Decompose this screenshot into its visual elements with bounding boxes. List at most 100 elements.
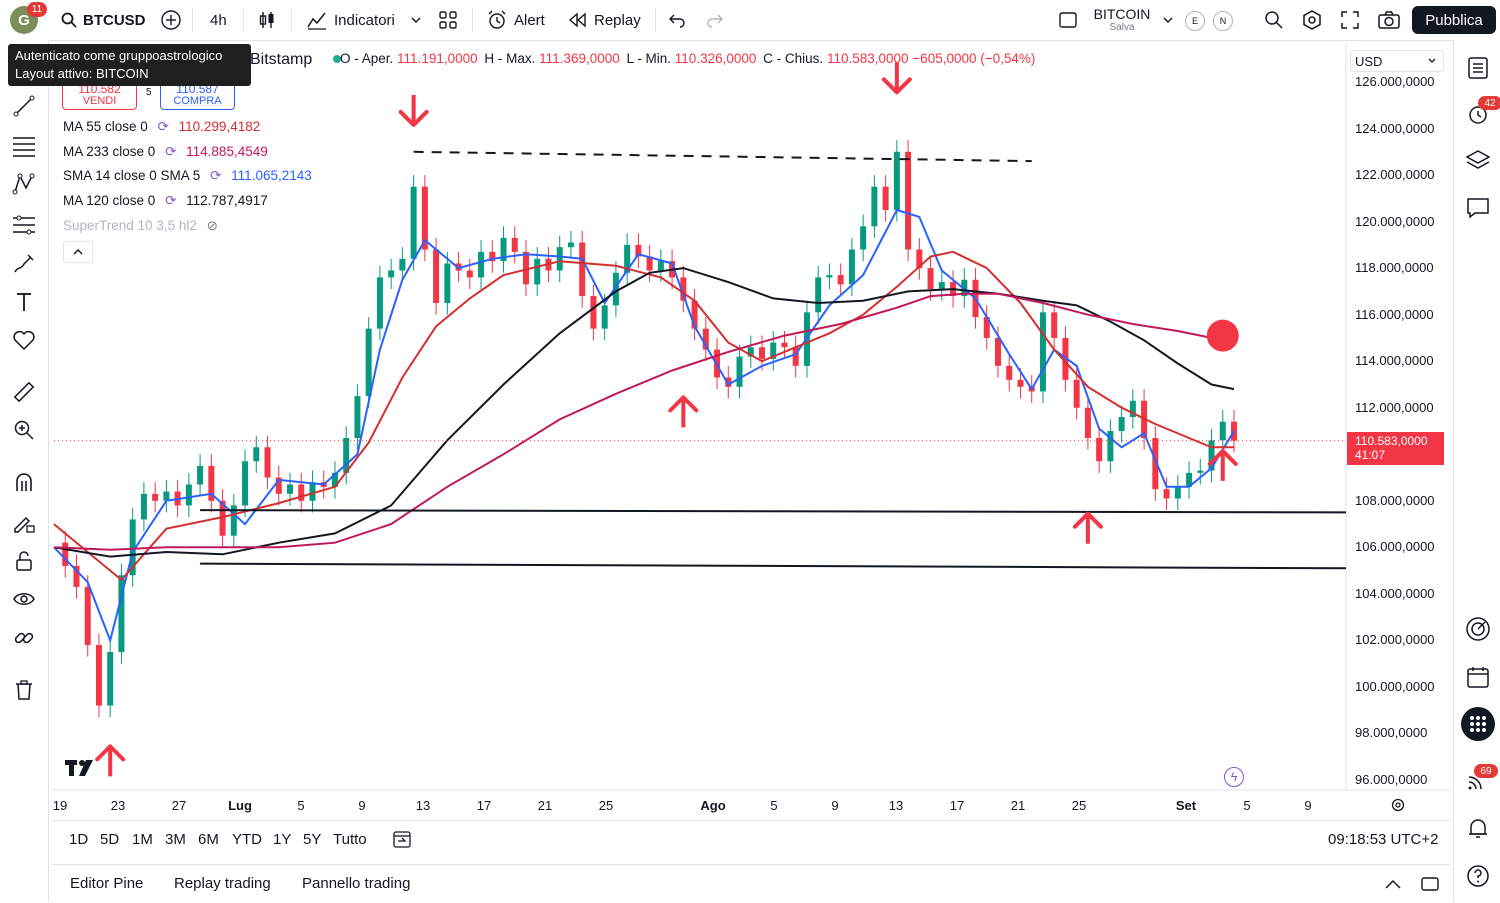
fullscreen-button[interactable] bbox=[1340, 0, 1360, 40]
favorites-tool[interactable] bbox=[10, 326, 38, 354]
candle-body bbox=[1186, 472, 1193, 487]
link-tool[interactable] bbox=[10, 624, 38, 652]
close-label: C - Chius. bbox=[763, 51, 824, 66]
zoom-tool[interactable] bbox=[10, 416, 38, 444]
indicator-row-supertrend[interactable]: SuperTrend 10 3,5 hl2 ⊘ bbox=[63, 218, 218, 234]
indicator-row-sma14[interactable]: SMA 14 close 0 SMA 5 ⟳ 111.065,2143 bbox=[63, 168, 312, 184]
indicator-row-ma55[interactable]: MA 55 close 0 ⟳ 110.299,4182 bbox=[63, 119, 260, 135]
publish-button[interactable]: Pubblica bbox=[1412, 6, 1496, 34]
indicators-button[interactable]: Indicatori bbox=[306, 0, 395, 40]
range-6m[interactable]: 6M bbox=[198, 831, 219, 848]
currency-select[interactable]: USD bbox=[1350, 50, 1444, 72]
legend-collapse-button[interactable] bbox=[63, 241, 93, 263]
candle-body bbox=[747, 347, 754, 357]
range-all[interactable]: Tutto bbox=[333, 831, 367, 848]
fib-tool[interactable] bbox=[10, 132, 38, 160]
redo-button[interactable] bbox=[706, 0, 724, 40]
settings-button[interactable] bbox=[1301, 0, 1323, 40]
symbol-search[interactable]: BTCUSD bbox=[60, 0, 146, 40]
sell-button[interactable]: 110.582 VENDI bbox=[62, 82, 137, 110]
forecast-tool[interactable] bbox=[10, 210, 38, 238]
candle-body bbox=[983, 316, 990, 338]
chat-button[interactable] bbox=[1464, 194, 1492, 222]
alert-button[interactable]: Alert bbox=[486, 0, 545, 40]
magnet-icon bbox=[16, 473, 32, 491]
text-tool[interactable] bbox=[10, 288, 38, 316]
range-1d[interactable]: 1D bbox=[69, 831, 89, 848]
interval-button[interactable]: 4h bbox=[210, 11, 227, 29]
tab-replay-trading[interactable]: Replay trading bbox=[174, 875, 271, 892]
tab-pine-editor[interactable]: Editor Pine bbox=[70, 875, 144, 892]
eye-hidden-icon[interactable]: ⊘ bbox=[206, 218, 218, 233]
help-button[interactable] bbox=[1464, 862, 1492, 890]
circle-e-button[interactable]: E bbox=[1185, 11, 1205, 31]
candle-body bbox=[579, 242, 586, 297]
indicator-row-ma120[interactable]: MA 120 close 0 ⟳ 112.787,4917 bbox=[63, 193, 268, 209]
tab-trading-panel[interactable]: Pannello trading bbox=[302, 875, 411, 892]
indicator-row-ma233[interactable]: MA 233 close 0 ⟳ 114.885,4549 bbox=[63, 144, 268, 160]
account-tooltip: Autenticato come gruppoastrologico Layou… bbox=[8, 44, 251, 86]
apps-button[interactable] bbox=[1461, 707, 1495, 741]
layout-name-button[interactable]: BITCOIN Salva bbox=[1090, 6, 1154, 33]
alerts-badge: 42 bbox=[1478, 96, 1500, 110]
replay-button[interactable]: Replay bbox=[568, 0, 641, 40]
candle-body bbox=[410, 186, 417, 259]
draw-mode-tool[interactable] bbox=[10, 508, 38, 536]
undo-button[interactable] bbox=[668, 0, 686, 40]
forecast-icon bbox=[13, 215, 35, 235]
layout-checkbox[interactable] bbox=[1058, 0, 1078, 40]
pattern-tool[interactable] bbox=[10, 170, 38, 198]
candle-body bbox=[882, 186, 889, 210]
snapshot-button[interactable] bbox=[1377, 0, 1401, 40]
maximize-panel-button[interactable] bbox=[1420, 875, 1440, 898]
delete-tool[interactable] bbox=[10, 676, 38, 704]
candle-body bbox=[736, 356, 743, 387]
axis-settings-button[interactable] bbox=[1390, 797, 1406, 818]
buy-button[interactable]: 110.587 COMPRA bbox=[160, 82, 235, 110]
range-1y[interactable]: 1Y bbox=[273, 831, 292, 848]
range-5d[interactable]: 5D bbox=[100, 831, 120, 848]
quick-search-button[interactable] bbox=[1263, 0, 1285, 40]
alerts-button[interactable] bbox=[1464, 100, 1492, 128]
arrow-up-marker bbox=[1207, 448, 1238, 481]
layout-dropdown[interactable] bbox=[1162, 0, 1174, 40]
watchlist-button[interactable] bbox=[1464, 54, 1492, 82]
chart-type-button[interactable] bbox=[257, 0, 277, 40]
alert-label: Alert bbox=[514, 11, 545, 29]
brush-tool[interactable] bbox=[10, 250, 38, 278]
goto-date-button[interactable] bbox=[392, 829, 412, 854]
candle-body bbox=[657, 261, 664, 271]
candle-body bbox=[331, 472, 338, 487]
candle-body bbox=[152, 493, 159, 501]
notifications-button[interactable] bbox=[1464, 814, 1492, 842]
time-tick-label: 13 bbox=[888, 798, 904, 813]
magnet-tool[interactable] bbox=[10, 468, 38, 496]
indicators-dropdown[interactable] bbox=[410, 0, 422, 40]
lock-tool[interactable] bbox=[10, 547, 38, 575]
layouts-button[interactable] bbox=[438, 0, 458, 40]
measure-tool[interactable] bbox=[10, 378, 38, 406]
range-ytd[interactable]: YTD bbox=[232, 831, 262, 848]
object-tree-button[interactable] bbox=[1464, 146, 1492, 174]
range-3m[interactable]: 3M bbox=[165, 831, 186, 848]
circle-n-button[interactable]: N bbox=[1213, 11, 1233, 31]
range-1m[interactable]: 1M bbox=[132, 831, 153, 848]
help-icon bbox=[1467, 865, 1489, 887]
candle-body bbox=[129, 519, 136, 576]
ideas-stream-button[interactable] bbox=[1464, 766, 1492, 794]
candle-body bbox=[871, 186, 878, 227]
compare-button[interactable] bbox=[160, 0, 182, 40]
arrow-head bbox=[1072, 511, 1103, 529]
target-icon bbox=[1466, 617, 1490, 641]
target-button[interactable] bbox=[1464, 615, 1492, 643]
time-tick-label: 5 bbox=[1243, 798, 1251, 813]
collapse-panel-button[interactable] bbox=[1384, 877, 1402, 895]
calendar-button[interactable] bbox=[1464, 663, 1492, 691]
visibility-tool[interactable] bbox=[10, 585, 38, 613]
trend-line-tool[interactable] bbox=[10, 92, 38, 120]
flash-icon[interactable]: ϟ bbox=[1224, 767, 1244, 787]
candle-body bbox=[1163, 489, 1170, 499]
clock[interactable]: 09:18:53 UTC+2 bbox=[1328, 831, 1439, 848]
range-5y[interactable]: 5Y bbox=[303, 831, 322, 848]
